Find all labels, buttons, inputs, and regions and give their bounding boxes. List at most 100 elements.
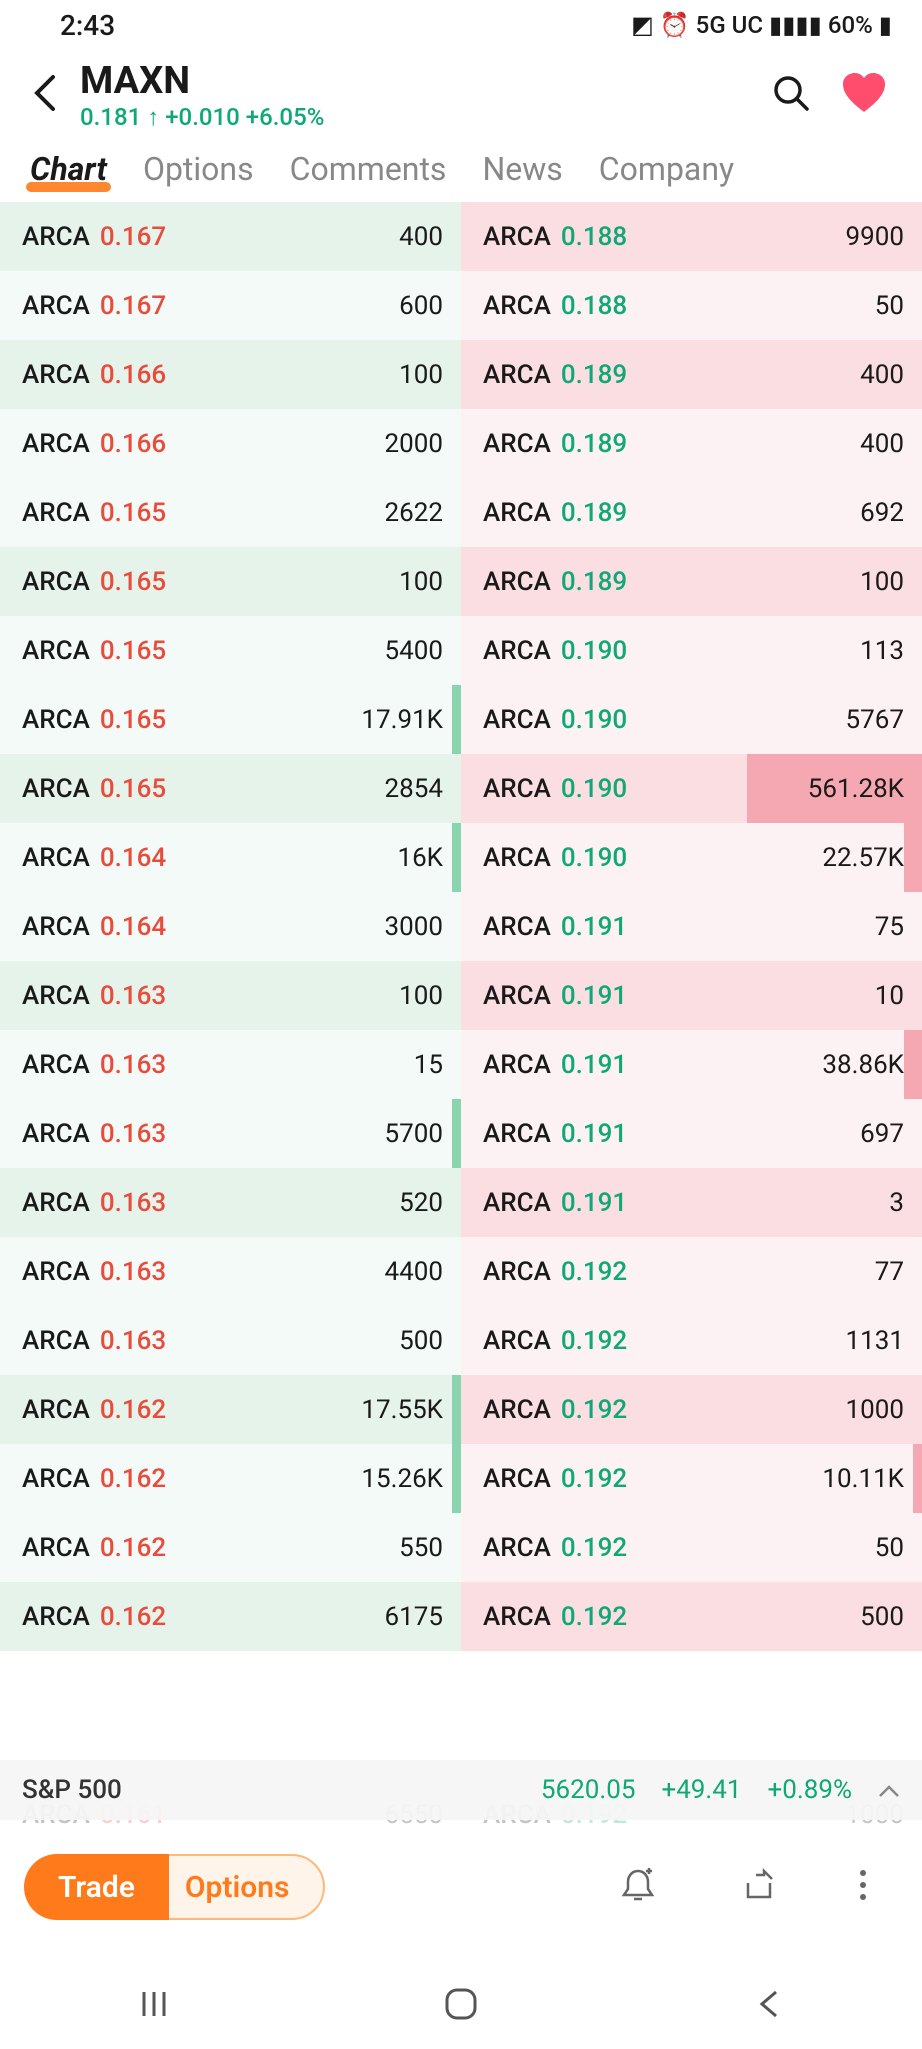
exchange-label: ARCA bbox=[22, 1050, 90, 1080]
header-actions bbox=[771, 72, 902, 118]
ask-size: 561.28K bbox=[808, 774, 912, 804]
bid-price: 0.165 bbox=[100, 567, 166, 597]
bid-row[interactable]: ARCA0.1652622 bbox=[0, 478, 461, 547]
bid-row[interactable]: ARCA0.167600 bbox=[0, 271, 461, 340]
exchange-label: ARCA bbox=[22, 981, 90, 1011]
bid-row[interactable]: ARCA 0.165 100 bbox=[0, 547, 461, 616]
ask-row[interactable]: ARCA0.1913 bbox=[461, 1168, 922, 1237]
exchange-label: ARCA bbox=[483, 222, 551, 252]
ask-size: 400 bbox=[860, 429, 912, 459]
status-time: 2:43 bbox=[60, 9, 115, 42]
ask-price: 0.192 bbox=[561, 1257, 627, 1287]
ask-size: 10 bbox=[875, 981, 912, 1011]
share-icon[interactable] bbox=[738, 1865, 778, 1909]
bid-size: 100 bbox=[399, 567, 451, 597]
network-label: 5G UC bbox=[696, 11, 763, 39]
index-value: 5620.05 bbox=[541, 1775, 636, 1805]
exchange-label: ARCA bbox=[483, 360, 551, 390]
back-nav-button[interactable] bbox=[748, 1984, 788, 2024]
ask-row[interactable]: ARCA0.189100 bbox=[461, 547, 922, 616]
ask-row[interactable]: ARCA0.19110 bbox=[461, 961, 922, 1030]
ask-row[interactable]: ARCA0.189692 bbox=[461, 478, 922, 547]
ask-size: 10.11K bbox=[822, 1464, 912, 1494]
bid-row[interactable]: ARCA0.1634400 bbox=[0, 1237, 461, 1306]
bid-row[interactable]: ARCA0.1655400 bbox=[0, 616, 461, 685]
ask-row[interactable]: ARCA0.19138.86K bbox=[461, 1030, 922, 1099]
ask-row[interactable]: ARCA0.190113 bbox=[461, 616, 922, 685]
ask-size: 77 bbox=[875, 1257, 912, 1287]
bid-row[interactable]: ARCA0.162550 bbox=[0, 1513, 461, 1582]
exchange-label: ARCA bbox=[22, 498, 90, 528]
ask-row[interactable]: ARCA0.19022.57K bbox=[461, 823, 922, 892]
bid-row[interactable]: ARCA0.163100 bbox=[0, 961, 461, 1030]
ask-row[interactable]: ARCA0.1921000 bbox=[461, 1375, 922, 1444]
bid-row[interactable]: ARCA0.16217.55K bbox=[0, 1375, 461, 1444]
bid-row[interactable]: ARCA0.16215.26K bbox=[0, 1444, 461, 1513]
exchange-label: ARCA bbox=[22, 1326, 90, 1356]
bid-row[interactable]: ARCA0.1635700 bbox=[0, 1099, 461, 1168]
ask-row[interactable]: ARCA0.1889900 bbox=[461, 202, 922, 271]
ask-row[interactable]: ARCA0.192500 bbox=[461, 1582, 922, 1651]
ask-price: 0.188 bbox=[561, 291, 627, 321]
ask-row[interactable]: ARCA0.189400 bbox=[461, 409, 922, 478]
bid-row[interactable]: ARCA0.1662000 bbox=[0, 409, 461, 478]
ask-size: 113 bbox=[860, 636, 912, 666]
ask-size: 3 bbox=[889, 1188, 912, 1218]
ask-price: 0.192 bbox=[561, 1602, 627, 1632]
ask-row[interactable]: ARCA0.191697 bbox=[461, 1099, 922, 1168]
exchange-label: ARCA bbox=[22, 1257, 90, 1287]
bid-size: 6175 bbox=[385, 1602, 451, 1632]
signal-icon: ▮▮▮▮ bbox=[769, 11, 822, 39]
recents-button[interactable] bbox=[134, 1984, 174, 2024]
bid-row[interactable]: ARCA0.16517.91K bbox=[0, 685, 461, 754]
bid-row[interactable]: ARCA0.167400 bbox=[0, 202, 461, 271]
ask-row[interactable]: ARCA0.189400 bbox=[461, 340, 922, 409]
exchange-label: ARCA bbox=[483, 1257, 551, 1287]
index-ticker[interactable]: S&P 500 5620.05 +49.41 +0.89% bbox=[0, 1760, 922, 1820]
ask-row[interactable]: ARCA 0.192 77 bbox=[461, 1237, 922, 1306]
bid-row[interactable]: ARCA0.163500 bbox=[0, 1306, 461, 1375]
tab-chart[interactable]: Chart bbox=[30, 150, 107, 188]
trade-pill-group: Trade Options bbox=[24, 1854, 325, 1920]
bid-row[interactable]: ARCA0.1652854 bbox=[0, 754, 461, 823]
bid-row[interactable]: ARCA0.166100 bbox=[0, 340, 461, 409]
favorite-icon[interactable] bbox=[841, 72, 887, 118]
bid-row[interactable]: ARCA0.1643000 bbox=[0, 892, 461, 961]
index-name: S&P 500 bbox=[22, 1775, 515, 1805]
ask-row[interactable]: ARCA0.19175 bbox=[461, 892, 922, 961]
exchange-label: ARCA bbox=[483, 1050, 551, 1080]
search-icon[interactable] bbox=[771, 73, 811, 117]
bid-row[interactable]: ARCA0.1626175 bbox=[0, 1582, 461, 1651]
ask-price: 0.189 bbox=[561, 498, 627, 528]
home-button[interactable] bbox=[441, 1984, 481, 2024]
ask-row[interactable]: ARCA0.1905767 bbox=[461, 685, 922, 754]
tab-company[interactable]: Company bbox=[599, 150, 734, 188]
ask-row[interactable]: ARCA0.19250 bbox=[461, 1513, 922, 1582]
ask-price: 0.188 bbox=[561, 222, 627, 252]
bid-size: 5400 bbox=[385, 636, 451, 666]
ask-row[interactable]: ARCA0.19210.11K bbox=[461, 1444, 922, 1513]
ask-row[interactable]: ARCA0.190561.28K bbox=[461, 754, 922, 823]
bid-price: 0.167 bbox=[100, 222, 166, 252]
more-icon[interactable] bbox=[858, 1865, 868, 1909]
exchange-label: ARCA bbox=[22, 912, 90, 942]
bid-row[interactable]: ARCA0.16416K bbox=[0, 823, 461, 892]
app-header: MAXN 0.181↑ +0.010 +6.05% bbox=[0, 50, 922, 140]
exchange-label: ARCA bbox=[483, 1602, 551, 1632]
ask-row[interactable]: ARCA0.1921131 bbox=[461, 1306, 922, 1375]
ask-price: 0.191 bbox=[561, 1119, 627, 1149]
exchange-label: ARCA bbox=[22, 774, 90, 804]
exchange-label: ARCA bbox=[22, 567, 90, 597]
ask-row[interactable]: ARCA0.18850 bbox=[461, 271, 922, 340]
back-button[interactable] bbox=[20, 73, 70, 117]
tab-options[interactable]: Options bbox=[143, 150, 254, 188]
ticker-price: 0.181 bbox=[80, 103, 141, 131]
bid-row[interactable]: ARCA0.163520 bbox=[0, 1168, 461, 1237]
bid-size: 15 bbox=[414, 1050, 451, 1080]
bid-row[interactable]: ARCA0.16315 bbox=[0, 1030, 461, 1099]
alert-icon[interactable] bbox=[618, 1865, 658, 1909]
exchange-label: ARCA bbox=[22, 1533, 90, 1563]
tab-comments[interactable]: Comments bbox=[290, 150, 447, 188]
trade-button[interactable]: Trade bbox=[24, 1854, 169, 1920]
tab-news[interactable]: News bbox=[482, 150, 562, 188]
